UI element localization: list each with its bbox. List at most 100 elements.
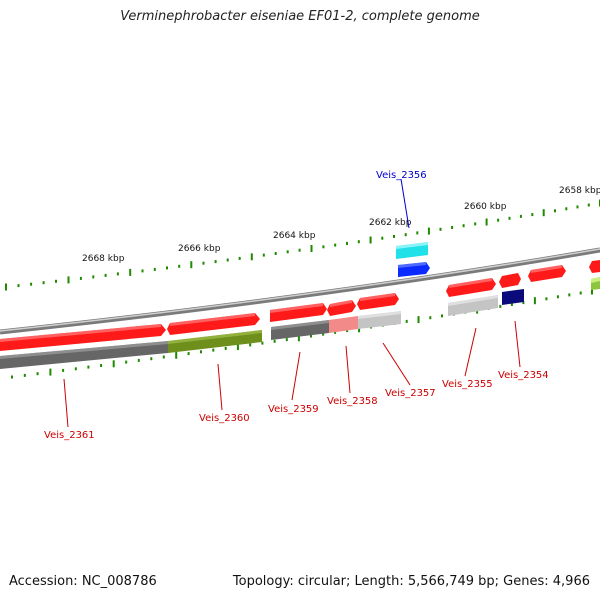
scale-major-tick: [175, 351, 178, 359]
scale-label-2668: 2668 kbp: [82, 254, 125, 264]
scale-minor-tick: [92, 275, 95, 279]
scale-minor-tick: [74, 367, 77, 371]
gene-veis-2354[interactable]: [499, 273, 524, 305]
scale-minor-tick: [141, 269, 144, 273]
scale-minor-tick: [187, 352, 190, 356]
scale-minor-tick: [116, 272, 119, 276]
scale-label-2662: 2662 kbp: [369, 218, 412, 228]
map-title: Verminephrobacter eiseniae EF01-2, compl…: [120, 9, 480, 24]
scale-major-tick: [49, 368, 52, 376]
scale-minor-tick: [261, 341, 264, 345]
scale-minor-tick: [262, 253, 265, 257]
genome-backbone: [0, 247, 600, 335]
genome-summary-text: Topology: circular; Length: 5,566,749 bp…: [232, 574, 590, 589]
scale-minor-tick: [298, 248, 301, 252]
scale-major-tick: [67, 276, 70, 284]
scale-major-tick: [485, 218, 488, 226]
scale-minor-tick: [100, 364, 103, 367]
gene-label-veis-2356[interactable]: Veis_2356: [376, 170, 427, 181]
scale-major-tick: [5, 283, 7, 291]
gene-veis-2359[interactable]: [270, 303, 329, 340]
scale-minor-tick: [166, 266, 168, 270]
scale-minor-tick: [565, 207, 568, 211]
kbp-scale-outer: [5, 199, 600, 291]
scale-minor-tick: [519, 214, 522, 218]
scale-minor-tick: [178, 264, 181, 268]
gene-veis-2360[interactable]: [167, 313, 262, 353]
gene-label-veis-2361[interactable]: Veis_2361: [44, 430, 95, 441]
scale-minor-tick: [62, 368, 65, 372]
gene-label-veis-2354[interactable]: Veis_2354: [498, 370, 549, 381]
scale-minor-tick: [150, 357, 153, 361]
scale-minor-tick: [212, 348, 215, 352]
scale-minor-tick: [200, 350, 202, 354]
gene-veis-2357[interactable]: [357, 293, 401, 329]
scale-minor-tick: [17, 284, 20, 288]
scale-minor-tick: [238, 256, 241, 260]
scale-minor-tick: [357, 240, 360, 244]
scale-major-tick: [129, 268, 132, 276]
accession-text: Accession: NC_008786: [9, 574, 157, 589]
scale-minor-tick: [87, 365, 90, 369]
gene-unlabelled-1[interactable]: [528, 265, 566, 282]
scale-minor-tick: [556, 295, 559, 299]
scale-minor-tick: [286, 250, 289, 254]
scale-label-2664: 2664 kbp: [273, 231, 316, 241]
scale-minor-tick: [576, 205, 579, 209]
gene-label-veis-2355[interactable]: Veis_2355: [442, 379, 493, 390]
scale-minor-tick: [404, 233, 407, 237]
scale-minor-tick: [508, 216, 511, 220]
scale-minor-tick: [224, 346, 227, 350]
scale-minor-tick: [451, 226, 454, 229]
scale-minor-tick: [499, 304, 502, 308]
scale-minor-tick: [104, 273, 107, 277]
scale-minor-tick: [405, 319, 408, 323]
scale-minor-tick: [416, 231, 419, 235]
scale-minor-tick: [381, 236, 384, 240]
scale-label-2660: 2660 kbp: [464, 202, 507, 212]
scale-minor-tick: [497, 218, 500, 222]
scale-minor-tick: [42, 281, 45, 285]
gene-veis-2361[interactable]: [0, 324, 168, 369]
scale-minor-tick: [429, 316, 432, 320]
gene-leader-lines: [63, 178, 521, 428]
scale-minor-tick: [568, 293, 571, 297]
scale-minor-tick: [579, 291, 582, 295]
gene-label-veis-2360[interactable]: Veis_2360: [199, 413, 250, 424]
scale-major-tick: [112, 360, 115, 368]
scale-major-tick: [369, 236, 372, 244]
scale-major-tick: [297, 334, 300, 342]
scale-minor-tick: [310, 334, 312, 338]
scale-major-tick: [427, 227, 430, 235]
scale-minor-tick: [334, 330, 337, 334]
gene-label-veis-2358[interactable]: Veis_2358: [327, 396, 378, 407]
scale-major-tick: [310, 245, 313, 252]
scale-minor-tick: [249, 343, 252, 347]
gene-label-veis-2357[interactable]: Veis_2357: [385, 388, 436, 399]
scale-major-tick: [250, 253, 253, 261]
scale-minor-tick: [214, 260, 217, 264]
scale-minor-tick: [346, 241, 348, 245]
scale-minor-tick: [11, 375, 13, 379]
gene-veis-2356[interactable]: [396, 242, 430, 277]
scale-major-tick: [591, 287, 593, 295]
scale-minor-tick: [322, 245, 325, 249]
scale-minor-tick: [23, 373, 26, 377]
scale-minor-tick: [346, 329, 349, 333]
scale-minor-tick: [36, 372, 39, 376]
gene-veis-2358[interactable]: [327, 300, 358, 333]
gene-label-veis-2359[interactable]: Veis_2359: [268, 404, 319, 415]
gene-unlabelled-2[interactable]: [589, 260, 600, 290]
scale-minor-tick: [322, 332, 325, 336]
scale-minor-tick: [474, 222, 477, 226]
scale-minor-tick: [202, 261, 205, 265]
gene-veis-2355[interactable]: [446, 278, 498, 316]
scale-major-tick: [533, 297, 536, 305]
scale-label-2658: 2658 kbp: [559, 186, 600, 196]
scale-minor-tick: [522, 301, 525, 305]
scale-minor-tick: [79, 276, 82, 280]
scale-minor-tick: [274, 252, 277, 255]
scale-minor-tick: [226, 258, 229, 262]
scale-major-tick: [417, 316, 420, 324]
